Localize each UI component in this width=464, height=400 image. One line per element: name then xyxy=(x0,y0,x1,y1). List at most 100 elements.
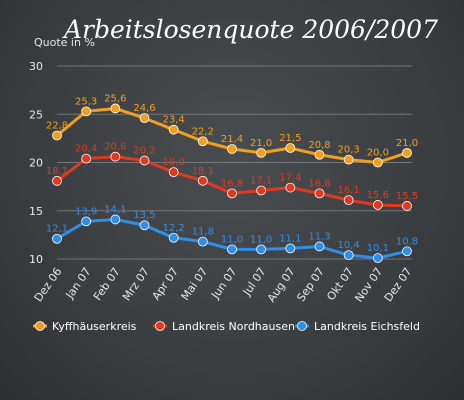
data-point xyxy=(197,136,208,147)
data-point xyxy=(52,175,62,186)
data-point xyxy=(314,241,325,252)
x-tick-label: Nov 07 xyxy=(352,265,385,304)
data-point xyxy=(81,153,92,164)
data-label: 15,5 xyxy=(396,191,418,202)
data-point xyxy=(227,244,237,255)
data-label: 18,1 xyxy=(192,166,214,177)
data-point xyxy=(285,182,296,193)
data-label: 11,0 xyxy=(221,234,243,245)
data-point xyxy=(139,220,150,231)
data-label: 10,1 xyxy=(367,243,389,254)
legend-label: Landkreis Nordhausen xyxy=(172,320,295,333)
legend-label: Kyffhäuserkreis xyxy=(52,320,137,333)
data-point xyxy=(343,195,354,206)
data-label: 21,0 xyxy=(250,138,272,149)
data-point xyxy=(110,214,121,225)
data-point xyxy=(52,233,62,244)
data-label: 10,4 xyxy=(338,240,360,251)
x-tick-label: Jan 07 xyxy=(63,265,94,301)
data-label: 13,9 xyxy=(75,206,97,217)
y-axis-label: Quote in % xyxy=(34,36,95,49)
x-tick-label: Mai 07 xyxy=(179,265,211,303)
data-label: 20,0 xyxy=(367,148,389,159)
data-label: 21,4 xyxy=(221,134,243,145)
legend-label: Landkreis Eichsfeld xyxy=(314,320,420,333)
x-tick-label: Mrz 07 xyxy=(120,265,152,303)
data-label: 11,1 xyxy=(279,233,301,244)
data-point xyxy=(227,144,237,154)
data-point xyxy=(197,175,208,186)
data-label: 14,1 xyxy=(104,204,126,215)
data-label: 11,8 xyxy=(192,227,214,238)
data-label: 18,1 xyxy=(46,166,68,177)
data-point xyxy=(285,243,296,254)
data-label: 11,3 xyxy=(308,231,330,242)
data-label: 21,5 xyxy=(279,133,301,144)
data-point xyxy=(139,113,150,124)
data-label: 17,1 xyxy=(250,175,272,186)
x-tick-label: Dez 07 xyxy=(382,265,415,304)
data-label: 20,4 xyxy=(75,144,97,155)
data-point xyxy=(285,143,296,153)
data-label: 19,0 xyxy=(163,157,185,168)
data-label: 21,0 xyxy=(396,138,418,149)
data-point xyxy=(168,124,179,135)
x-tick-label: Dez 06 xyxy=(32,265,65,304)
data-point xyxy=(81,106,92,117)
data-label: 13,5 xyxy=(133,210,155,221)
y-tick-label: 10 xyxy=(29,253,43,266)
legend-swatch-marker xyxy=(155,321,165,331)
x-tick-label: Jul 07 xyxy=(240,265,269,298)
data-point xyxy=(110,151,121,162)
data-point xyxy=(314,149,325,160)
legend-swatch-marker xyxy=(297,321,307,331)
data-label: 16,8 xyxy=(308,178,330,189)
data-point xyxy=(402,246,412,257)
data-point xyxy=(343,154,354,165)
data-point xyxy=(402,147,412,158)
data-point xyxy=(139,155,150,166)
data-point xyxy=(227,188,237,199)
data-label: 20,8 xyxy=(308,140,330,151)
chart-title: Arbeitslosenquote 2006/2007 xyxy=(62,15,438,44)
data-label: 11,0 xyxy=(250,234,272,245)
data-label: 24,6 xyxy=(133,103,155,114)
data-point xyxy=(314,188,325,199)
data-label: 12,1 xyxy=(46,224,68,235)
data-point xyxy=(256,147,267,158)
data-label: 20,2 xyxy=(133,146,155,157)
y-tick-label: 15 xyxy=(29,205,43,218)
legend-swatch-marker xyxy=(35,321,45,331)
data-point xyxy=(81,216,92,227)
data-point xyxy=(343,250,354,261)
x-tick-label: Apr 07 xyxy=(150,265,182,302)
data-label: 17,4 xyxy=(279,173,301,184)
y-tick-label: 30 xyxy=(29,60,43,73)
data-label: 20,6 xyxy=(104,142,126,153)
data-label: 10,8 xyxy=(396,236,418,247)
data-point xyxy=(52,130,62,141)
data-point xyxy=(372,200,383,210)
data-point xyxy=(168,232,179,243)
x-tick-label: Aug 07 xyxy=(265,265,298,304)
data-label: 15,6 xyxy=(367,190,389,201)
data-label: 16,8 xyxy=(221,178,243,189)
x-tick-label: Sep 07 xyxy=(294,265,327,304)
data-point xyxy=(372,253,383,263)
data-point xyxy=(110,103,121,114)
data-label: 23,4 xyxy=(163,115,185,126)
data-label: 22,8 xyxy=(46,120,68,131)
data-label: 16,1 xyxy=(338,185,360,196)
x-tick-label: Jun 07 xyxy=(208,265,239,302)
data-label: 25,6 xyxy=(104,93,126,104)
data-point xyxy=(372,157,383,168)
data-point xyxy=(256,244,267,255)
x-tick-label: Feb 07 xyxy=(91,265,123,303)
data-point xyxy=(256,185,267,196)
data-point xyxy=(402,201,412,211)
data-label: 22,2 xyxy=(192,126,214,137)
y-tick-label: 25 xyxy=(29,108,43,121)
data-point xyxy=(197,236,208,247)
